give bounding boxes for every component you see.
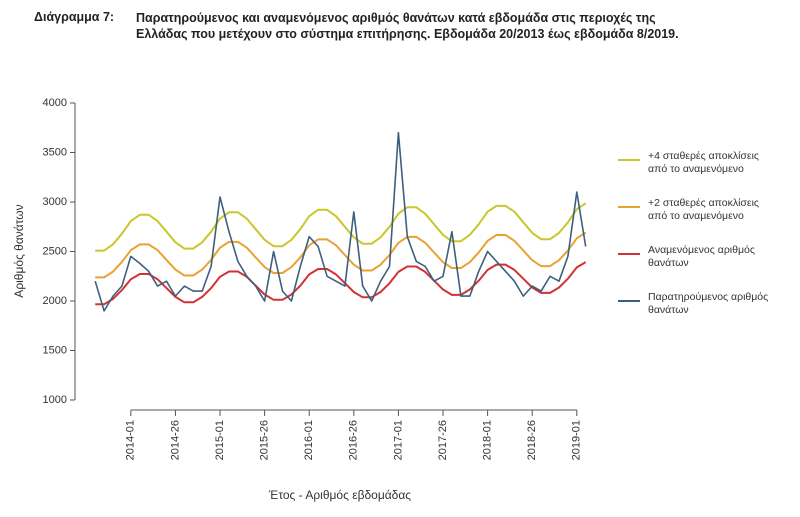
series-line <box>95 261 587 306</box>
x-tick-label: 2014-26 <box>169 420 181 460</box>
title-label: Διάγραμμα 7: <box>34 10 115 24</box>
y-axis-label: Αριθμός θανάτων <box>12 204 26 297</box>
legend-label: +4 σταθερές αποκλίσεις από το αναμενόμεν… <box>648 150 759 175</box>
x-tick-label: 2018-26 <box>526 420 538 460</box>
x-axis-label: Έτος - Αριθμός εβδομάδας <box>268 488 411 502</box>
legend-swatch <box>618 159 640 161</box>
x-tick-label: 2017-26 <box>437 420 449 460</box>
x-tick-label: 2014-01 <box>125 420 137 460</box>
y-tick-label: 3500 <box>43 146 67 158</box>
series-line <box>94 131 587 312</box>
x-tick-label: 2016-01 <box>303 420 315 460</box>
x-tick-label: 2015-26 <box>259 420 271 460</box>
x-tick-label: 2016-26 <box>348 420 360 460</box>
series-line <box>95 231 587 279</box>
legend-label: Αναμενόμενος αριθμός θανάτων <box>648 244 755 269</box>
y-tick-label: 4000 <box>43 97 67 109</box>
x-tick-label: 2015-01 <box>214 420 226 460</box>
legend-item: +4 σταθερές αποκλίσεις από το αναμενόμεν… <box>618 150 778 190</box>
legend-item: Αναμενόμενος αριθμός θανάτων <box>618 244 778 284</box>
legend-item: +2 σταθερές αποκλίσεις από το αναμενόμεν… <box>618 197 778 237</box>
y-tick-label: 2000 <box>43 295 67 307</box>
legend-label: Παρατηρούμενος αριθμός θανάτων <box>648 291 769 316</box>
legend-swatch <box>618 300 640 302</box>
y-tick-label: 1500 <box>43 344 67 356</box>
y-tick-label: 1000 <box>43 394 67 406</box>
y-tick-label: 2500 <box>43 245 67 257</box>
x-tick-label: 2019-01 <box>571 420 583 460</box>
series-line <box>95 202 587 252</box>
legend-swatch <box>618 206 640 208</box>
legend-item: Παρατηρούμενος αριθμός θανάτων <box>618 291 778 331</box>
y-tick-label: 3000 <box>43 196 67 208</box>
x-tick-label: 2017-01 <box>392 420 404 460</box>
chart-title: Παρατηρούμενος και αναμενόμενος αριθμός … <box>136 11 679 41</box>
legend-swatch <box>618 253 640 255</box>
legend-label: +2 σταθερές αποκλίσεις από το αναμενόμεν… <box>648 197 759 222</box>
x-tick-label: 2018-01 <box>482 420 494 460</box>
